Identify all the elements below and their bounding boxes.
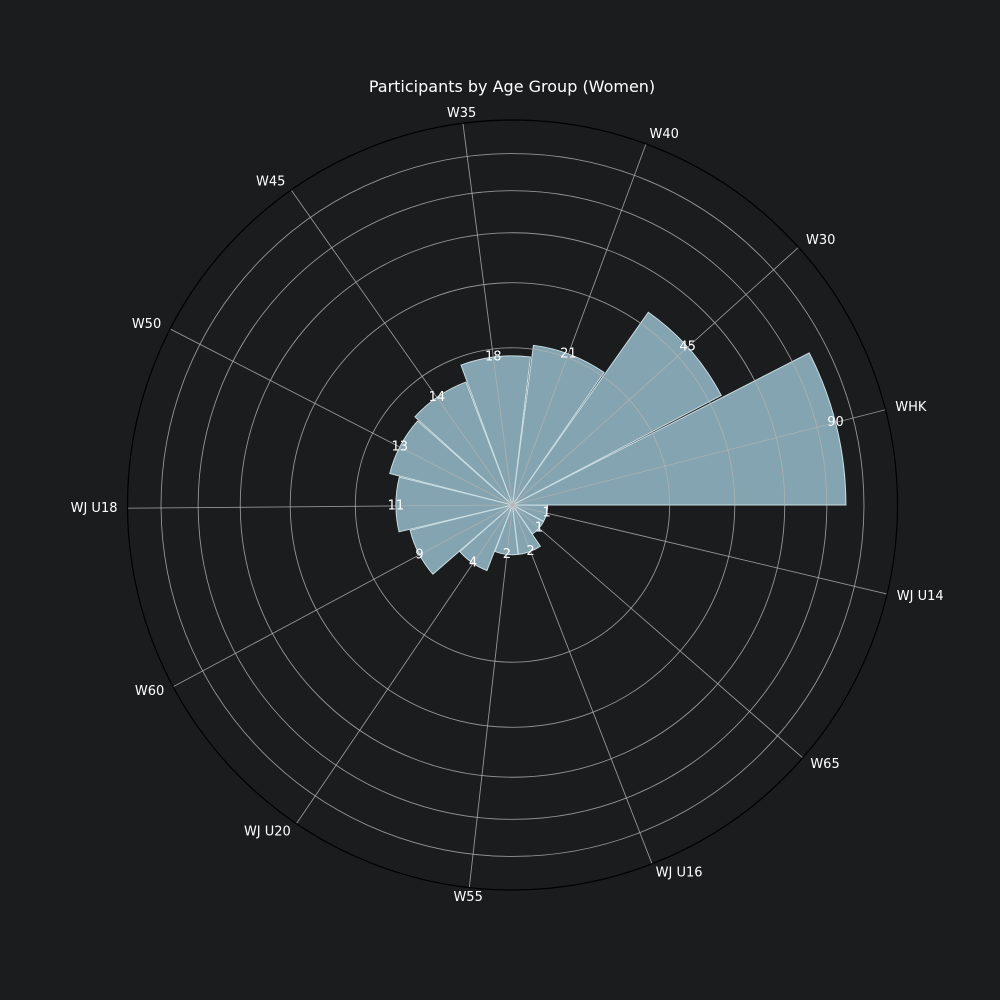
- bar-w60: [409, 504, 513, 575]
- radial-gridline: [160, 153, 865, 857]
- data-label: 14: [429, 390, 446, 405]
- radial-gridline: [197, 190, 828, 820]
- grid-layer: [126, 119, 899, 891]
- angular-gridline: [462, 123, 513, 506]
- bar-wj-u16: [512, 504, 542, 555]
- bar-wj-u20: [459, 504, 513, 572]
- data-label: 4: [469, 556, 477, 571]
- bar-w50: [389, 420, 513, 506]
- category-label: W60: [135, 684, 164, 699]
- category-label: W45: [256, 174, 285, 189]
- bar-whk: [512, 352, 847, 506]
- angular-gridline: [512, 409, 886, 506]
- bar-w30: [512, 311, 722, 506]
- angular-gridline: [512, 504, 888, 595]
- angular-gridline: [468, 504, 513, 888]
- bar-wj-u18: [395, 476, 513, 533]
- radial-gridline: [239, 232, 786, 778]
- angular-gridline: [169, 328, 513, 506]
- category-label: W65: [810, 757, 839, 772]
- category-label: W35: [447, 106, 476, 121]
- data-label: 2: [503, 547, 511, 562]
- data-label: 90: [827, 415, 844, 430]
- radial-gridline: [354, 347, 671, 663]
- angular-gridline: [512, 143, 647, 506]
- bar-w45: [414, 381, 513, 506]
- angular-gridline: [172, 504, 513, 688]
- data-label: 1: [543, 506, 551, 521]
- angular-gridline: [512, 246, 799, 506]
- radial-gridline: [289, 282, 736, 728]
- data-label: 21: [560, 346, 577, 361]
- angular-gridline: [290, 189, 513, 506]
- bar-wj-u14: [512, 504, 549, 523]
- outer-ring: [126, 119, 899, 891]
- chart-title: Participants by Age Group (Women): [369, 77, 655, 96]
- data-label: 2: [526, 544, 534, 559]
- bars-layer: [389, 311, 847, 575]
- category-label: W55: [453, 890, 482, 905]
- category-label: WJ U20: [244, 824, 291, 839]
- category-label: WJ U16: [656, 866, 703, 881]
- bar-w35: [460, 355, 532, 506]
- angular-gridline: [512, 504, 804, 759]
- data-label: 18: [485, 350, 502, 365]
- data-label: 1: [535, 521, 543, 536]
- category-label: W30: [806, 233, 835, 248]
- category-label: WJ U14: [897, 589, 944, 604]
- category-label: WJ U18: [71, 501, 118, 516]
- bar-w40: [512, 344, 605, 506]
- category-label: W40: [649, 127, 678, 142]
- angular-gridline: [127, 504, 513, 509]
- data-label: 9: [415, 547, 423, 562]
- category-label: WHK: [895, 400, 927, 415]
- data-label: 11: [388, 498, 405, 513]
- angular-gridline: [296, 504, 513, 824]
- category-label: W50: [132, 317, 161, 332]
- data-label: 45: [679, 340, 696, 355]
- angular-gridline: [512, 504, 653, 864]
- labels-layer: WHK W30 W40 W35 W45 W50 WJ U18 W60 WJ U20 W55 WJ U…: [71, 106, 944, 905]
- data-label: 13: [392, 440, 409, 455]
